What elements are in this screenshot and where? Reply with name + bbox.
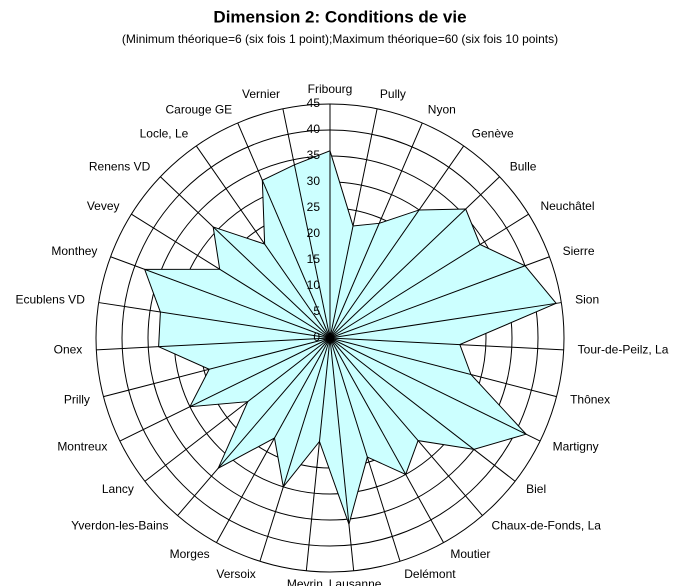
category-label: Sion [575, 293, 599, 307]
r-tick-label: 15 [307, 252, 321, 266]
category-label: Tour-de-Peilz, La [578, 343, 669, 357]
category-label: Carouge GE [165, 102, 232, 116]
category-label: Locle, Le [140, 127, 189, 141]
r-tick-label: 30 [307, 174, 321, 188]
spoke [282, 108, 331, 339]
spoke [329, 337, 541, 442]
r-tick-label: 40 [307, 122, 321, 136]
r-tick-label: 5 [313, 304, 320, 318]
category-label: Thônex [570, 392, 610, 406]
spoke [329, 337, 564, 351]
spoke [329, 122, 423, 339]
spoke [329, 176, 500, 339]
category-label: Nyon [428, 102, 456, 116]
spoke [329, 337, 557, 398]
category-label: Bulle [510, 159, 537, 173]
spoke [103, 337, 331, 398]
category-label: Prilly [64, 392, 90, 406]
spoke [329, 337, 401, 562]
r-tick-label: 0 [313, 330, 320, 344]
category-label: Lausanne [329, 577, 382, 586]
spoke [177, 337, 331, 516]
spoke [329, 145, 465, 339]
spoke [329, 337, 444, 543]
category-label: Fribourg [308, 82, 353, 96]
spoke [96, 337, 331, 351]
chart-title: Dimension 2: Conditions de vie [213, 7, 466, 26]
spoke [144, 337, 331, 482]
spoke [237, 122, 331, 339]
category-label: Pully [380, 87, 406, 101]
spoke [329, 302, 562, 339]
category-label: Montreux [57, 439, 107, 453]
r-tick-label: 35 [307, 148, 321, 162]
category-label: Martigny [553, 439, 599, 453]
category-label: Ecublens VD [15, 293, 85, 307]
category-label: Genève [472, 127, 514, 141]
r-tick-label: 10 [307, 278, 321, 292]
spoke [329, 337, 516, 482]
spoke [195, 145, 331, 339]
chart-subtitle: (Minimum théorique=6 (six fois 1 point);… [122, 32, 558, 46]
spoke [305, 337, 331, 571]
category-label: Vernier [242, 87, 280, 101]
spoke [329, 213, 529, 339]
radar-area [143, 150, 557, 526]
spoke [259, 337, 331, 562]
category-label: Chaux-de-Fonds, La [492, 518, 602, 532]
category-label: Biel [526, 482, 546, 496]
spoke [98, 302, 331, 339]
spoke [160, 176, 331, 339]
category-label: Versoix [216, 567, 255, 581]
category-label: Lancy [102, 482, 134, 496]
spoke [329, 337, 355, 571]
spoke [110, 256, 331, 339]
category-label: Neuchâtel [540, 199, 594, 213]
spoke [131, 213, 331, 339]
spoke [329, 256, 550, 339]
category-label: Yverdon-les-Bains [71, 518, 168, 532]
category-label: Onex [54, 343, 83, 357]
category-label: Vevey [87, 199, 120, 213]
category-label: Sierre [563, 244, 595, 258]
spoke [329, 337, 483, 516]
r-tick-label: 25 [307, 200, 321, 214]
category-label: Moutier [450, 547, 490, 561]
r-tick-label: 20 [307, 226, 321, 240]
category-label: Renens VD [89, 159, 151, 173]
category-label: Delémont [404, 567, 456, 581]
r-tick-label: 45 [307, 96, 321, 110]
spoke [119, 337, 331, 442]
spoke [216, 337, 331, 543]
category-label: Morges [170, 547, 210, 561]
category-label: Monthey [51, 244, 97, 258]
spoke [329, 108, 378, 339]
category-label: Meyrin [287, 577, 323, 586]
